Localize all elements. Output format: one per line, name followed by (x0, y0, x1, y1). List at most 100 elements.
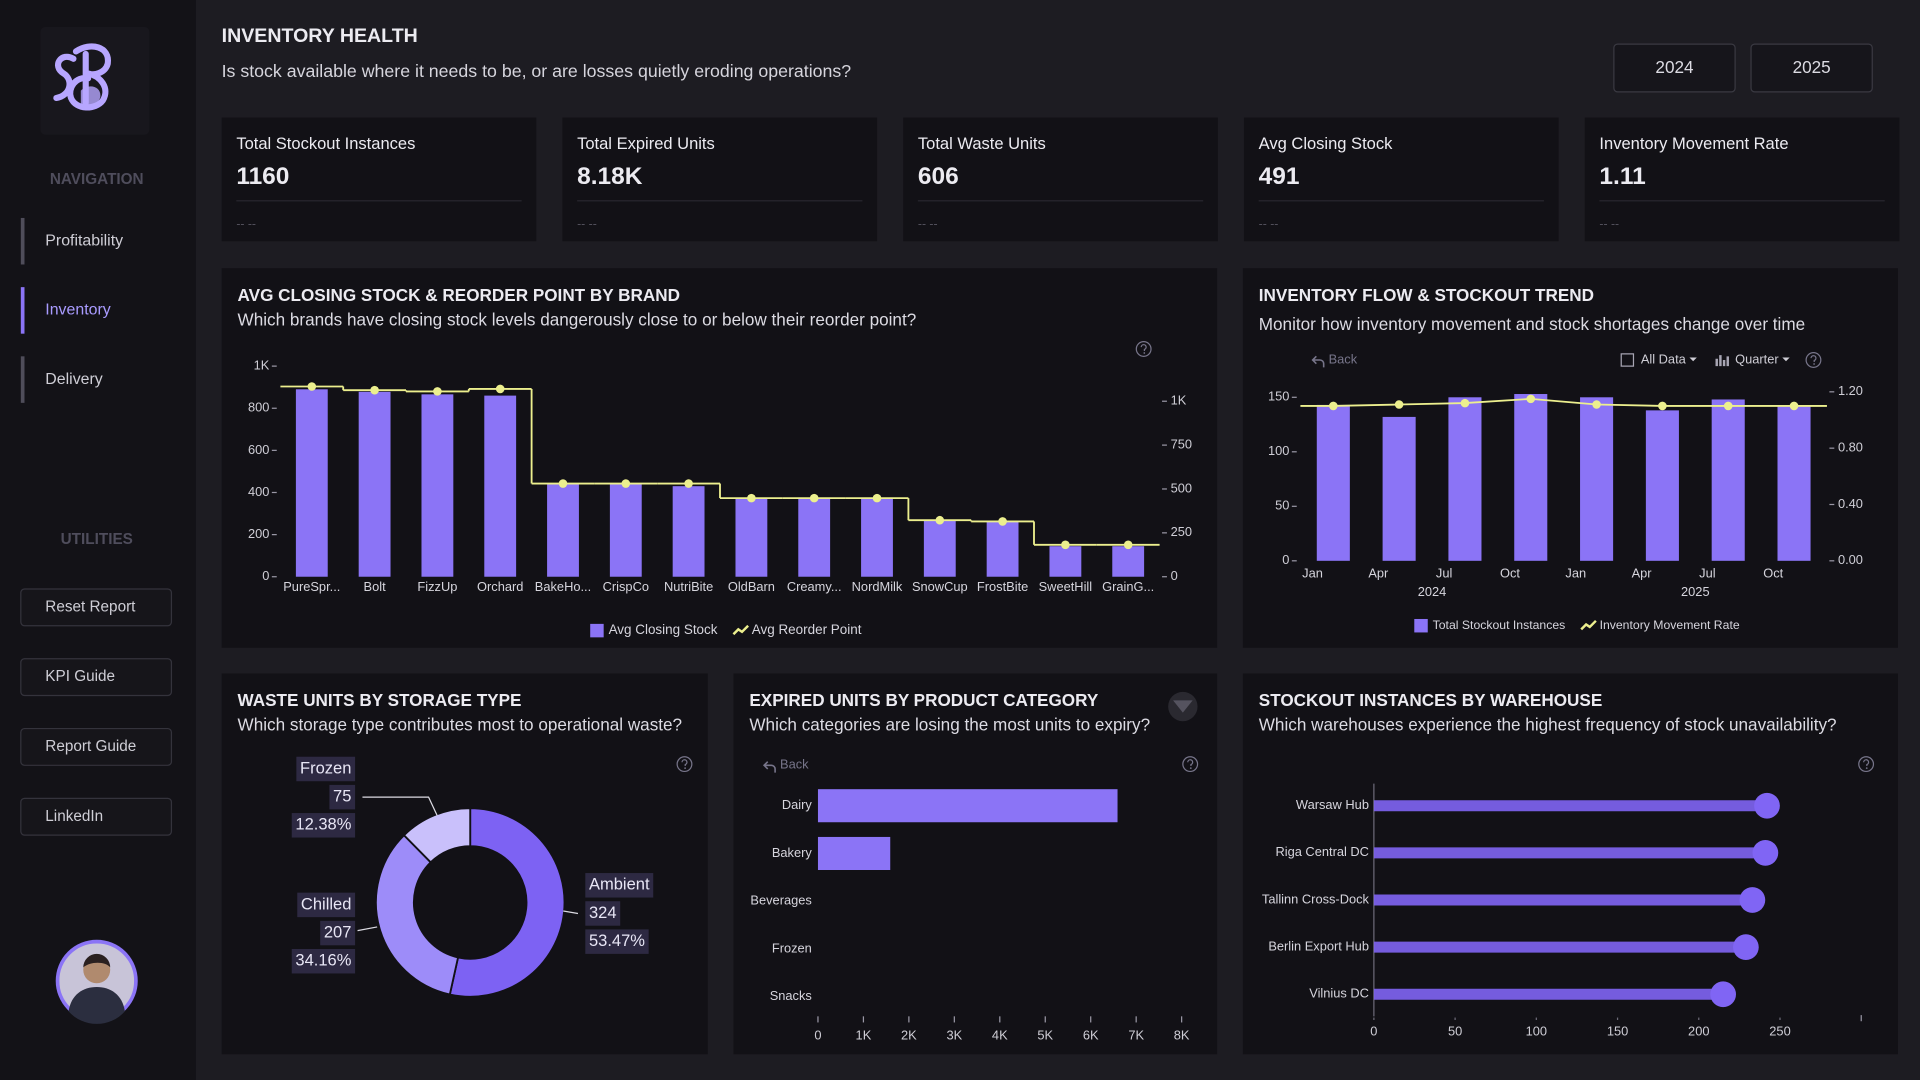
nav-item[interactable]: Delivery (45, 371, 102, 388)
back-button[interactable]: Back (1329, 351, 1358, 366)
x-tick-label: SnowCup (912, 579, 968, 594)
data-filter[interactable]: All Data (1641, 351, 1687, 366)
point (1061, 540, 1070, 550)
chart-title: EXPIRED UNITS BY PRODUCT CATEGORY (749, 690, 1098, 710)
year-button-label[interactable]: 2024 (1655, 57, 1694, 77)
lollipop-dot (1752, 840, 1779, 866)
help-icon[interactable] (1182, 756, 1199, 773)
bar (817, 836, 891, 870)
point (1526, 394, 1536, 404)
bar (547, 483, 579, 577)
utility-button[interactable] (20, 727, 173, 766)
x-tick-label: GrainG... (1102, 579, 1154, 594)
x-tick-label: Jan (1302, 566, 1323, 581)
help-glyph (1810, 355, 1817, 362)
bar (1711, 399, 1745, 561)
x-tick-label: 4K (992, 1027, 1008, 1042)
y2-tick-label: 1.20 (1838, 383, 1863, 398)
utility-button[interactable] (20, 588, 173, 627)
year-button[interactable] (1750, 43, 1873, 93)
x-tick-label: 5K (1037, 1027, 1053, 1042)
utility-button-label[interactable]: KPI Guide (45, 668, 115, 685)
bar (358, 391, 391, 577)
avatar-body (68, 986, 125, 1024)
point (1658, 401, 1667, 411)
kpi-card (903, 117, 1218, 242)
help-icon[interactable] (1135, 341, 1152, 357)
chart-title: WASTE UNITS BY STORAGE TYPE (238, 690, 522, 710)
help-icon[interactable] (1805, 352, 1822, 368)
bar (861, 498, 893, 577)
bar (1645, 410, 1679, 561)
utility-button-label[interactable]: Report Guide (45, 738, 136, 755)
kpi-label: Total Expired Units (577, 134, 715, 153)
point (684, 479, 693, 488)
chart-subtitle: Which warehouses experience the highest … (1259, 715, 1837, 735)
utility-button-label[interactable]: LinkedIn (45, 808, 103, 825)
label-box (291, 948, 356, 974)
kpi-card (221, 117, 537, 242)
x-tick-label: Apr (1632, 566, 1653, 581)
chart-subtitle: Monitor how inventory movement and stock… (1259, 314, 1805, 334)
help-glyph (681, 759, 688, 767)
point (1460, 398, 1470, 408)
year-button-label[interactable]: 2025 (1793, 57, 1831, 77)
legend-label: Avg Closing Stock (609, 622, 718, 637)
page-title: INVENTORY HEALTH (222, 25, 418, 47)
utility-button-label[interactable]: Reset Report (45, 598, 136, 615)
legend-swatch (732, 624, 749, 636)
granularity-filter[interactable]: Quarter (1735, 351, 1779, 366)
bar (1448, 397, 1482, 561)
dropdown-caret (1782, 357, 1790, 362)
leader-line (362, 796, 438, 816)
x-tick-label: Oct (1763, 566, 1783, 581)
legend-label: Total Stockout Instances (1433, 618, 1566, 632)
bar (1777, 406, 1811, 561)
y-tick-label: 1K (254, 358, 270, 373)
leader-line (563, 910, 579, 915)
y2-tick-label: 500 (1171, 480, 1192, 495)
bar (986, 521, 1019, 577)
y-tick-label: 400 (248, 484, 269, 499)
help-icon[interactable] (676, 756, 693, 773)
kpi-label: Total Waste Units (918, 134, 1046, 153)
point (1329, 401, 1338, 411)
x-tick-label: 250 (1769, 1024, 1790, 1039)
y2-tick-label: 750 (1171, 436, 1192, 451)
point (1123, 540, 1133, 550)
point (998, 517, 1007, 526)
point (747, 493, 756, 503)
bar (484, 395, 517, 577)
x-tick-label: Jul (1699, 566, 1715, 581)
kpi-label: Inventory Movement Rate (1599, 134, 1788, 153)
x-tick-label: Apr (1368, 566, 1389, 581)
nav-item[interactable]: Inventory (45, 302, 110, 319)
x-tick-label: Bolt (364, 579, 387, 594)
bar (1049, 546, 1082, 577)
help-icon[interactable] (1858, 756, 1875, 773)
nav-item[interactable]: Profitability (45, 232, 123, 249)
leader-line (357, 926, 378, 932)
x-tick-label: CrispCo (603, 579, 649, 594)
kpi-value: 1160 (236, 163, 289, 190)
year-button[interactable] (1613, 43, 1736, 93)
bar (295, 389, 328, 577)
y-category-label: Beverages (750, 893, 811, 908)
utility-button[interactable] (20, 658, 173, 697)
data-label: 75 (333, 787, 351, 806)
kpi-card (1243, 117, 1559, 242)
y-tick-label: 600 (248, 442, 269, 457)
back-button[interactable]: Back (780, 757, 809, 772)
chart-subtitle: Which brands have closing stock levels d… (238, 309, 917, 329)
x-tick-label: Jan (1565, 566, 1586, 581)
nav-section: NAVIGATION (50, 171, 144, 188)
x-tick-label: 100 (1526, 1024, 1547, 1039)
y-category-label: Vilnius DC (1309, 986, 1369, 1001)
kpi-note: -- -- (1259, 216, 1279, 230)
utility-button[interactable] (20, 797, 173, 836)
x-tick-label: 3K (946, 1027, 962, 1042)
kpi-note: -- -- (236, 216, 256, 230)
y-tick-label: 150 (1268, 389, 1289, 404)
point (809, 493, 819, 503)
